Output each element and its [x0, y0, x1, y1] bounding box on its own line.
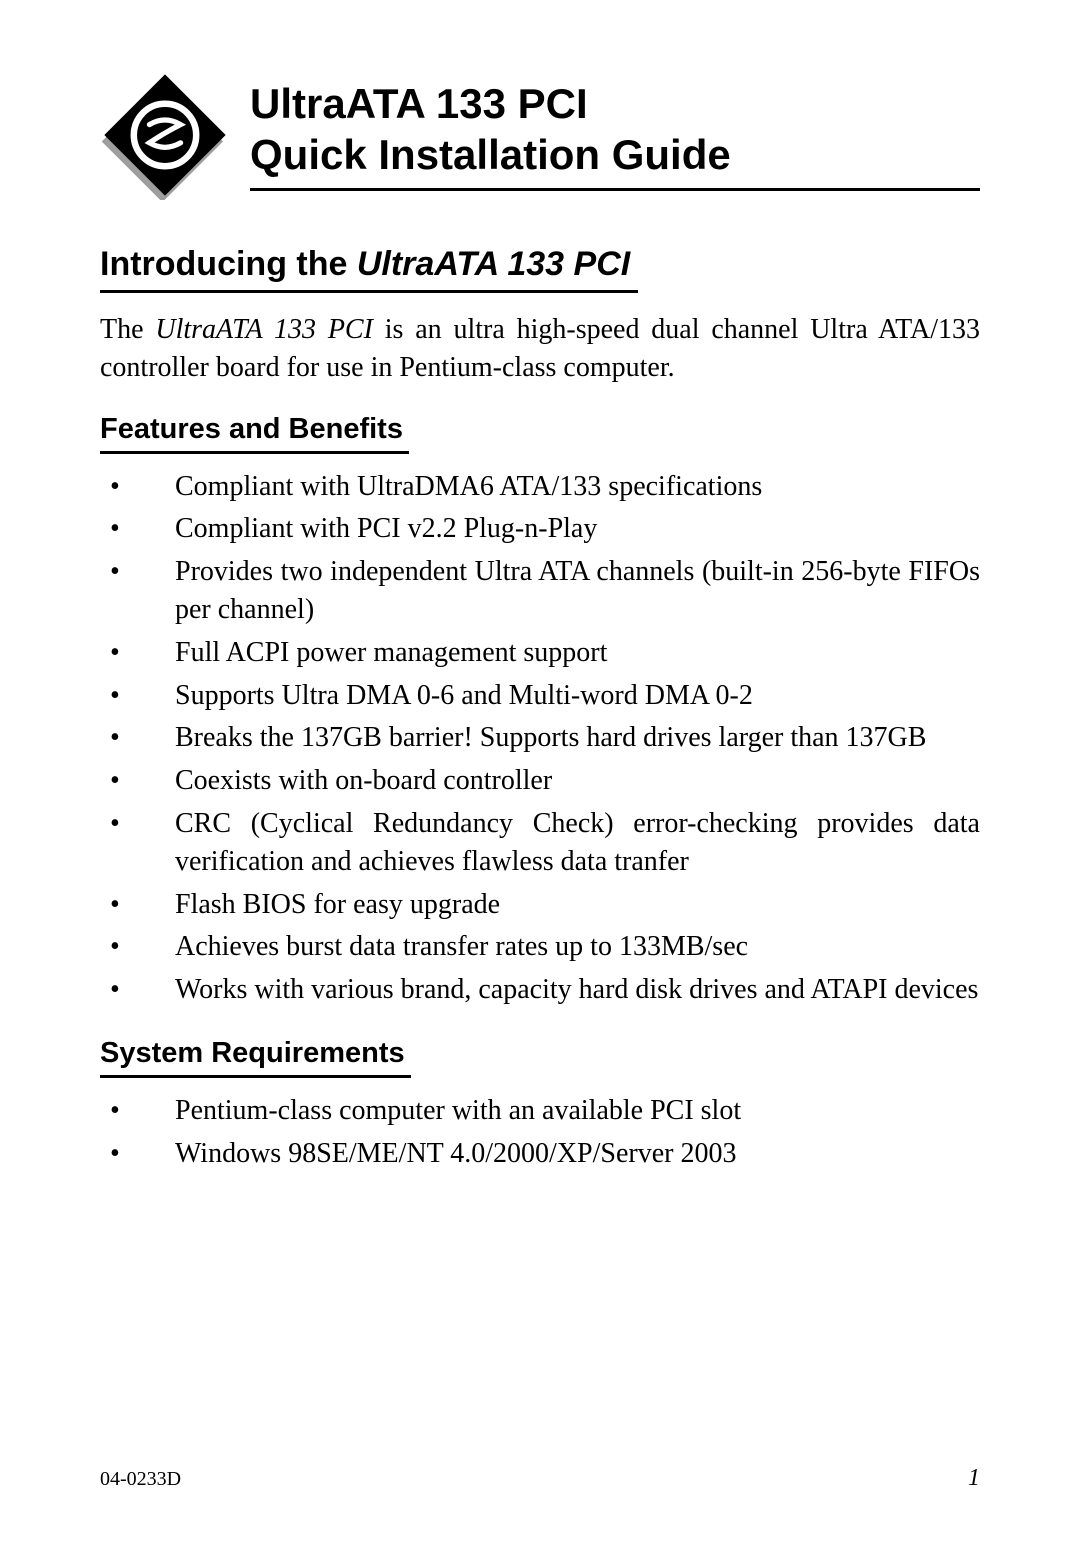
list-item: Provides two independent Ultra ATA chann… — [100, 553, 980, 629]
document-id: 04-0233D — [100, 1468, 181, 1491]
features-heading: Features and Benefits — [100, 413, 409, 454]
list-item: Compliant with UltraDMA6 ATA/133 specifi… — [100, 468, 980, 506]
list-item: Full ACPI power management support — [100, 634, 980, 672]
list-item: Coexists with on-board controller — [100, 762, 980, 800]
sysreq-heading: System Requirements — [100, 1037, 411, 1078]
intro-heading-prefix: Introducing the — [100, 245, 357, 283]
header-row: UltraATA 133 PCI Quick Installation Guid… — [100, 70, 980, 200]
page-number: 1 — [968, 1465, 980, 1492]
list-item: Windows 98SE/ME/NT 4.0/2000/XP/Server 20… — [100, 1135, 980, 1173]
intro-paragraph: The UltraATA 133 PCI is an ultra high-sp… — [100, 311, 980, 387]
list-item: Flash BIOS for easy upgrade — [100, 886, 980, 924]
logo-icon — [100, 70, 230, 200]
intro-text-product: UltraATA 133 PCI — [155, 314, 373, 345]
list-item: CRC (Cyclical Redundancy Check) error-ch… — [100, 805, 980, 881]
footer: 04-0233D 1 — [100, 1465, 980, 1492]
list-item: Achieves burst data transfer rates up to… — [100, 928, 980, 966]
sysreq-list: Pentium-class computer with an available… — [100, 1092, 980, 1173]
title-block: UltraATA 133 PCI Quick Installation Guid… — [250, 79, 980, 191]
list-item: Pentium-class computer with an available… — [100, 1092, 980, 1130]
intro-heading-product: UltraATA 133 PCI — [357, 245, 630, 283]
list-item: Supports Ultra DMA 0-6 and Multi-word DM… — [100, 677, 980, 715]
title-line-2: Quick Installation Guide — [250, 131, 731, 178]
list-item: Compliant with PCI v2.2 Plug-n-Play — [100, 510, 980, 548]
intro-text-prefix: The — [100, 314, 155, 345]
features-list: Compliant with UltraDMA6 ATA/133 specifi… — [100, 468, 980, 1009]
title-line-1: UltraATA 133 PCI — [250, 80, 588, 127]
document-title: UltraATA 133 PCI Quick Installation Guid… — [250, 79, 980, 191]
list-item: Breaks the 137GB barrier! Supports hard … — [100, 719, 980, 757]
intro-heading: Introducing the UltraATA 133 PCI — [100, 245, 638, 293]
list-item: Works with various brand, capacity hard … — [100, 971, 980, 1009]
